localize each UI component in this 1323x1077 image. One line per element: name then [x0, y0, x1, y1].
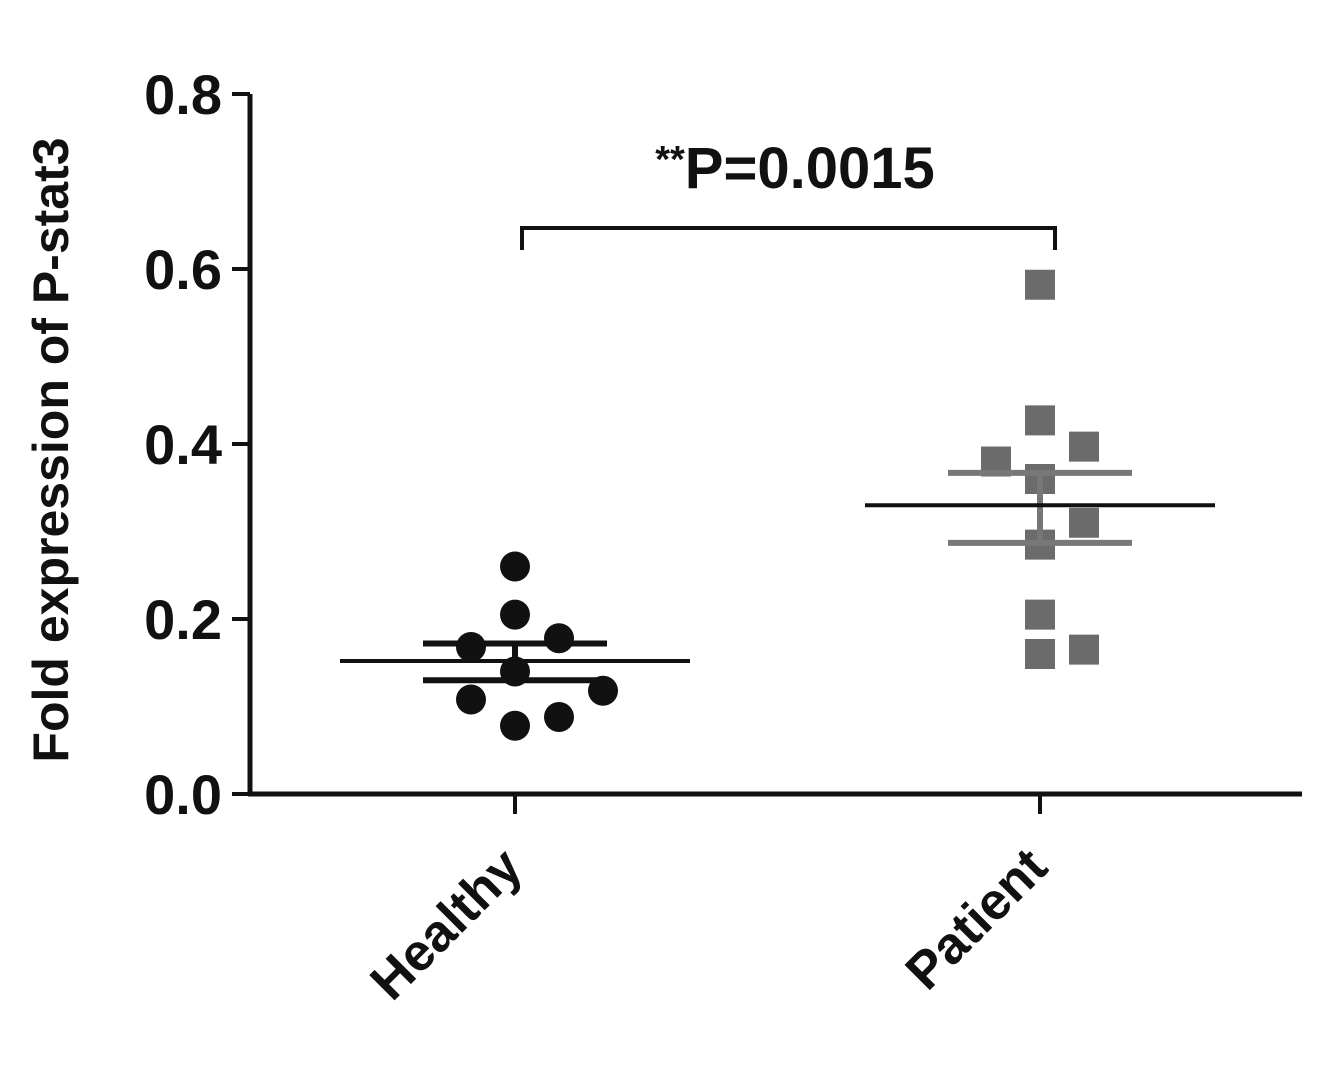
series-patient: [865, 269, 1215, 669]
series-healthy: [340, 551, 690, 741]
significance-annotation: **P=0.0015: [655, 136, 935, 201]
point-patient-0: [1025, 269, 1055, 300]
point-healthy-2: [456, 632, 486, 662]
x-ticks: Healthy Patient: [360, 794, 1059, 1011]
x-tick-label-healthy: Healthy: [360, 837, 534, 1011]
point-healthy-6: [544, 702, 574, 732]
annotation-layer: **P=0.0015: [520, 136, 1057, 250]
point-patient-2: [1069, 431, 1099, 462]
point-patient-9: [1069, 634, 1099, 665]
y-ticks: 0.0 0.2 0.4 0.6 0.8: [144, 63, 250, 826]
x-tick-label-patient: Patient: [895, 837, 1059, 1001]
series-layer: [340, 269, 1215, 741]
y-tick-label-4: 0.8: [144, 63, 222, 126]
significance-stars: **: [655, 139, 685, 181]
y-tick-label-1: 0.2: [144, 588, 222, 651]
point-healthy-8: [500, 710, 530, 741]
y-tick-label-2: 0.4: [144, 413, 222, 476]
point-patient-5: [1069, 507, 1099, 538]
point-patient-8: [1025, 639, 1055, 669]
point-patient-1: [1025, 405, 1055, 436]
point-patient-7: [1025, 599, 1055, 630]
point-healthy-1: [500, 599, 530, 630]
significance-bracket: [520, 226, 1057, 250]
y-axis-title: Fold expression of P-stat3: [23, 137, 79, 762]
point-healthy-0: [500, 551, 530, 582]
point-healthy-3: [544, 623, 574, 654]
point-healthy-5: [456, 684, 486, 715]
y-tick-label-3: 0.6: [144, 238, 222, 301]
y-tick-label-0: 0.0: [144, 763, 222, 826]
p-value-text: P=0.0015: [685, 136, 935, 201]
